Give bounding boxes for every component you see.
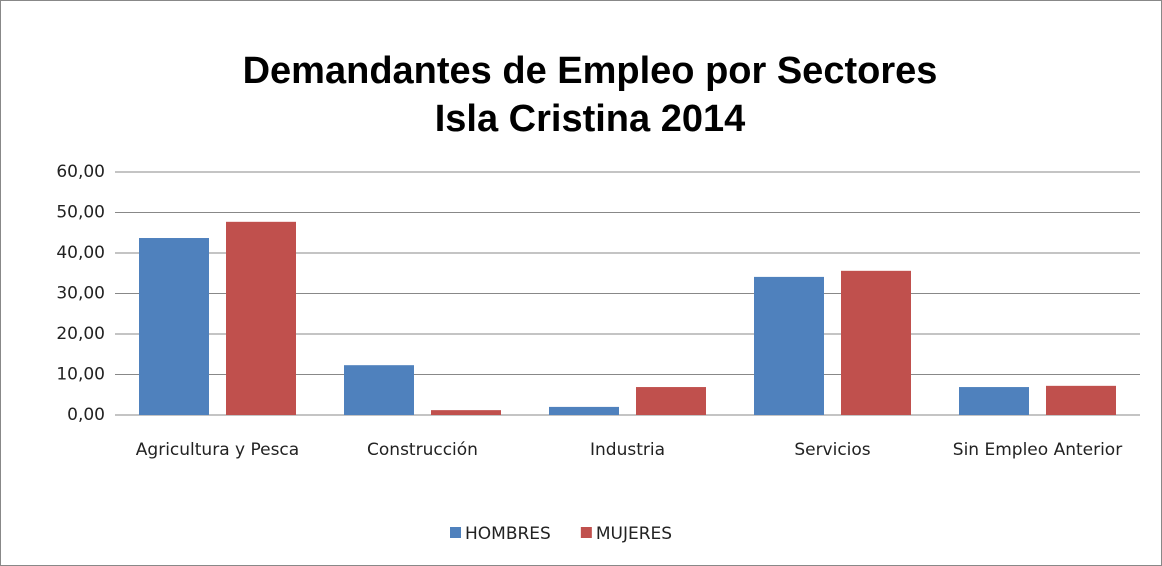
bar — [139, 238, 209, 415]
y-tick-label: 50,00 — [56, 203, 105, 223]
bar — [1046, 385, 1116, 415]
y-tick-label: 30,00 — [56, 284, 105, 304]
bar — [431, 410, 501, 415]
legend-label: MUJERES — [596, 524, 672, 544]
bar — [754, 276, 824, 415]
chart-title: Demandantes de Empleo por Sectores — [243, 50, 938, 92]
chart-title: Isla Cristina 2014 — [435, 98, 746, 140]
legend-swatch — [580, 527, 592, 538]
legend-swatch — [450, 527, 461, 538]
y-tick-label: 10,00 — [56, 365, 105, 385]
x-tick-label: Industria — [589, 440, 665, 460]
y-tick-label: 40,00 — [56, 243, 105, 263]
x-tick-label: Construcción — [367, 440, 478, 460]
bar — [226, 221, 296, 415]
x-tick-label: Sin Empleo Anterior — [952, 440, 1123, 460]
y-tick-label: 20,00 — [56, 324, 105, 344]
bar — [841, 270, 911, 415]
y-tick-label: 60,00 — [56, 162, 105, 182]
x-tick-label: Servicios — [794, 440, 871, 460]
y-tick-label: 0,00 — [67, 405, 105, 425]
bar — [959, 387, 1029, 415]
bar — [636, 387, 706, 415]
x-tick-label: Agricultura y Pesca — [135, 440, 300, 460]
bar — [344, 365, 414, 415]
bar — [549, 406, 619, 415]
legend-label: HOMBRES — [465, 524, 551, 544]
